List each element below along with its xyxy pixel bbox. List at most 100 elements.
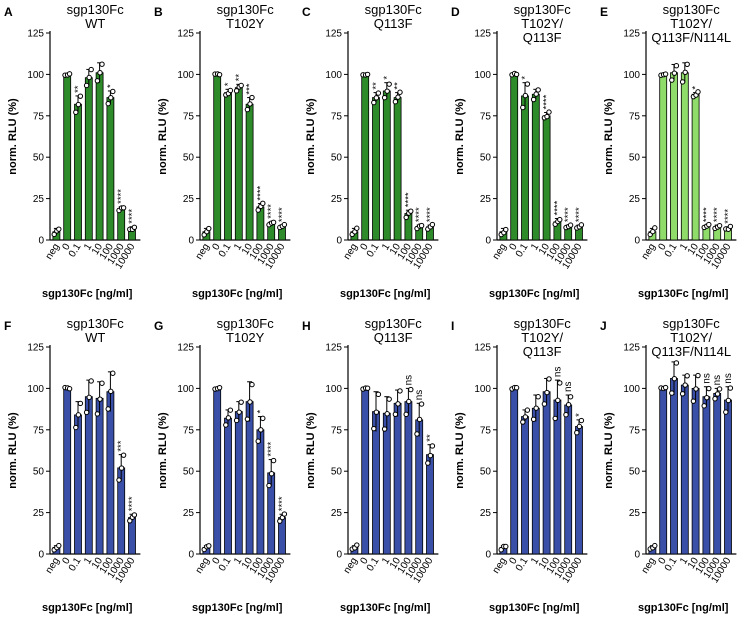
significance-label: * xyxy=(574,413,585,417)
bar xyxy=(117,208,126,241)
data-point xyxy=(51,231,57,238)
panel-title: sgp130Fc xyxy=(663,2,721,17)
panel-title: sgp130Fc xyxy=(365,316,423,331)
x-tick-label: 0.1 xyxy=(514,241,531,259)
x-tick-label: neg xyxy=(491,556,509,576)
data-point xyxy=(541,401,548,407)
y-axis-label: norm. RLU (%) xyxy=(157,412,169,489)
data-point xyxy=(520,419,526,425)
data-point xyxy=(725,397,732,404)
y-tick-label: 100 xyxy=(325,384,342,395)
x-tick-label: 0.1 xyxy=(217,241,234,259)
data-point xyxy=(386,81,392,87)
significance-label: **** xyxy=(425,207,436,222)
bar xyxy=(510,74,519,241)
bar xyxy=(74,414,82,555)
bar xyxy=(553,399,562,555)
data-point xyxy=(99,61,105,67)
y-tick-label: 0 xyxy=(634,236,640,247)
panel-title: sgp130Fc xyxy=(67,2,125,17)
data-point xyxy=(679,391,686,397)
x-tick-label: 1 xyxy=(529,241,542,252)
data-point xyxy=(249,94,255,101)
data-point xyxy=(223,422,229,428)
data-point xyxy=(88,66,94,73)
y-tick-label: 50 xyxy=(183,467,195,478)
data-point xyxy=(406,398,412,405)
x-tick-label: 0.1 xyxy=(663,555,680,573)
data-point xyxy=(238,82,244,89)
significance-label: **** xyxy=(127,496,138,511)
significance-label: **** xyxy=(712,207,723,222)
y-tick-label: 125 xyxy=(474,29,491,40)
data-point xyxy=(97,70,103,76)
data-point xyxy=(77,400,84,407)
bar xyxy=(372,411,380,555)
data-point xyxy=(673,360,680,366)
x-tick-label: 0.1 xyxy=(514,555,531,573)
data-point xyxy=(108,388,114,395)
panel-title: T102Y/ xyxy=(670,16,712,31)
bar xyxy=(680,384,689,555)
data-point xyxy=(381,426,388,432)
y-tick-label: 100 xyxy=(325,70,342,81)
y-tick-label: 25 xyxy=(629,508,641,519)
y-tick-label: 50 xyxy=(33,467,45,478)
data-point xyxy=(373,95,380,101)
data-point xyxy=(75,101,82,108)
significance-label: **** xyxy=(723,209,734,224)
data-point xyxy=(392,98,399,105)
data-point xyxy=(66,71,73,77)
y-tick-label: 75 xyxy=(183,425,195,436)
data-point xyxy=(414,431,420,437)
y-tick-label: 100 xyxy=(177,384,194,395)
x-tick-label: 1 xyxy=(82,555,95,566)
data-point xyxy=(86,394,92,401)
data-point xyxy=(56,542,62,549)
significance-label: * xyxy=(520,76,531,80)
panel-title: Q113F xyxy=(374,330,413,345)
data-point xyxy=(544,389,550,396)
data-point xyxy=(578,417,585,424)
data-point xyxy=(83,409,90,416)
x-axis-label: sgp130Fc [ng/ml] xyxy=(42,602,133,614)
data-point xyxy=(695,372,701,379)
data-point xyxy=(66,386,73,392)
panel-title: Q113F xyxy=(523,30,562,45)
panel-letter: J xyxy=(600,319,607,333)
bar xyxy=(575,426,583,555)
x-tick-label: neg xyxy=(44,556,62,576)
significance-label: ns xyxy=(723,373,734,384)
data-point xyxy=(429,443,436,449)
y-axis-label: norm. RLU (%) xyxy=(305,412,317,489)
data-point xyxy=(268,470,275,477)
panel-letter: F xyxy=(4,319,11,333)
bar xyxy=(415,419,424,555)
data-point xyxy=(270,457,277,464)
data-point xyxy=(690,398,697,404)
panel-title: T102Y/ xyxy=(670,330,712,345)
data-point xyxy=(682,69,688,76)
y-tick-label: 125 xyxy=(325,29,342,40)
data-point xyxy=(255,207,261,213)
data-point xyxy=(354,225,360,231)
y-tick-label: 100 xyxy=(623,384,640,395)
data-point xyxy=(371,99,377,106)
data-point xyxy=(671,375,678,382)
data-point xyxy=(416,416,423,423)
data-point xyxy=(127,518,133,524)
y-tick-label: 0 xyxy=(336,550,342,561)
data-point xyxy=(513,385,520,391)
data-point xyxy=(408,208,414,214)
data-point xyxy=(247,101,253,107)
data-point xyxy=(236,409,242,415)
data-point xyxy=(266,482,272,489)
panel-title: T102Y xyxy=(226,16,265,31)
data-point xyxy=(381,94,388,101)
bar xyxy=(531,407,540,555)
y-tick-label: 25 xyxy=(33,508,45,519)
y-tick-label: 125 xyxy=(623,29,640,40)
y-tick-label: 25 xyxy=(183,508,195,519)
